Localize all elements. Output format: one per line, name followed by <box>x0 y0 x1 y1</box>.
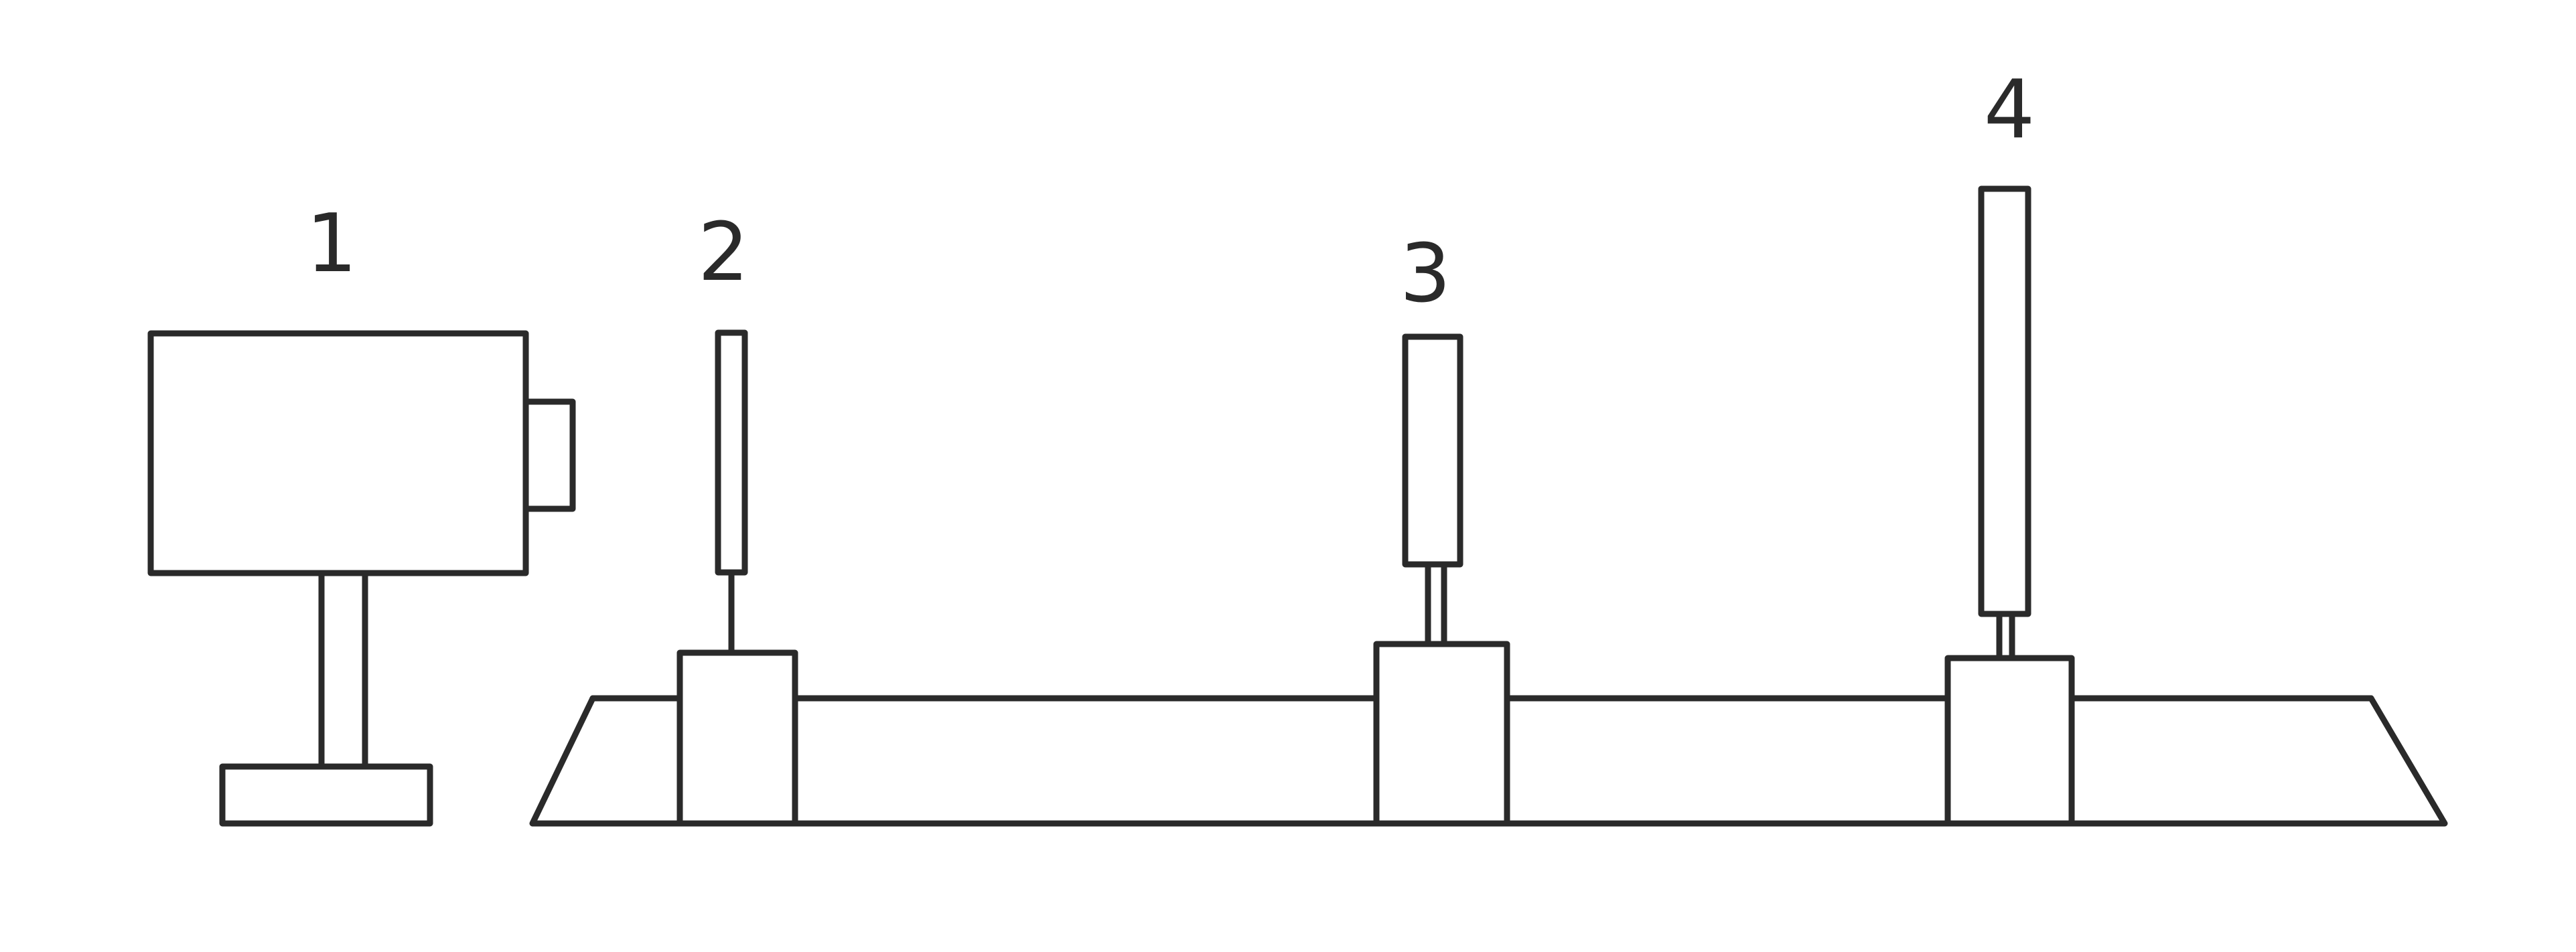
projector-body <box>147 330 529 576</box>
lens-assembly <box>1373 333 1510 827</box>
lens-plate <box>1402 333 1463 568</box>
screen-plate <box>1978 185 2031 617</box>
projector-number-label: 1 <box>305 197 358 291</box>
screen-carriage <box>1944 655 2075 827</box>
projector <box>147 330 576 827</box>
screen-number-label: 4 <box>1983 64 2035 157</box>
slit-plate <box>715 329 748 576</box>
slit-number-label: 2 <box>697 206 749 299</box>
slit-assembly <box>676 329 798 827</box>
lens-carriage <box>1373 641 1510 827</box>
slit-carriage <box>676 649 798 827</box>
projector-base <box>219 763 433 827</box>
projector-lens-tube <box>522 398 576 512</box>
screen-assembly <box>1944 185 2075 827</box>
lens-number-label: 3 <box>1399 228 1451 321</box>
